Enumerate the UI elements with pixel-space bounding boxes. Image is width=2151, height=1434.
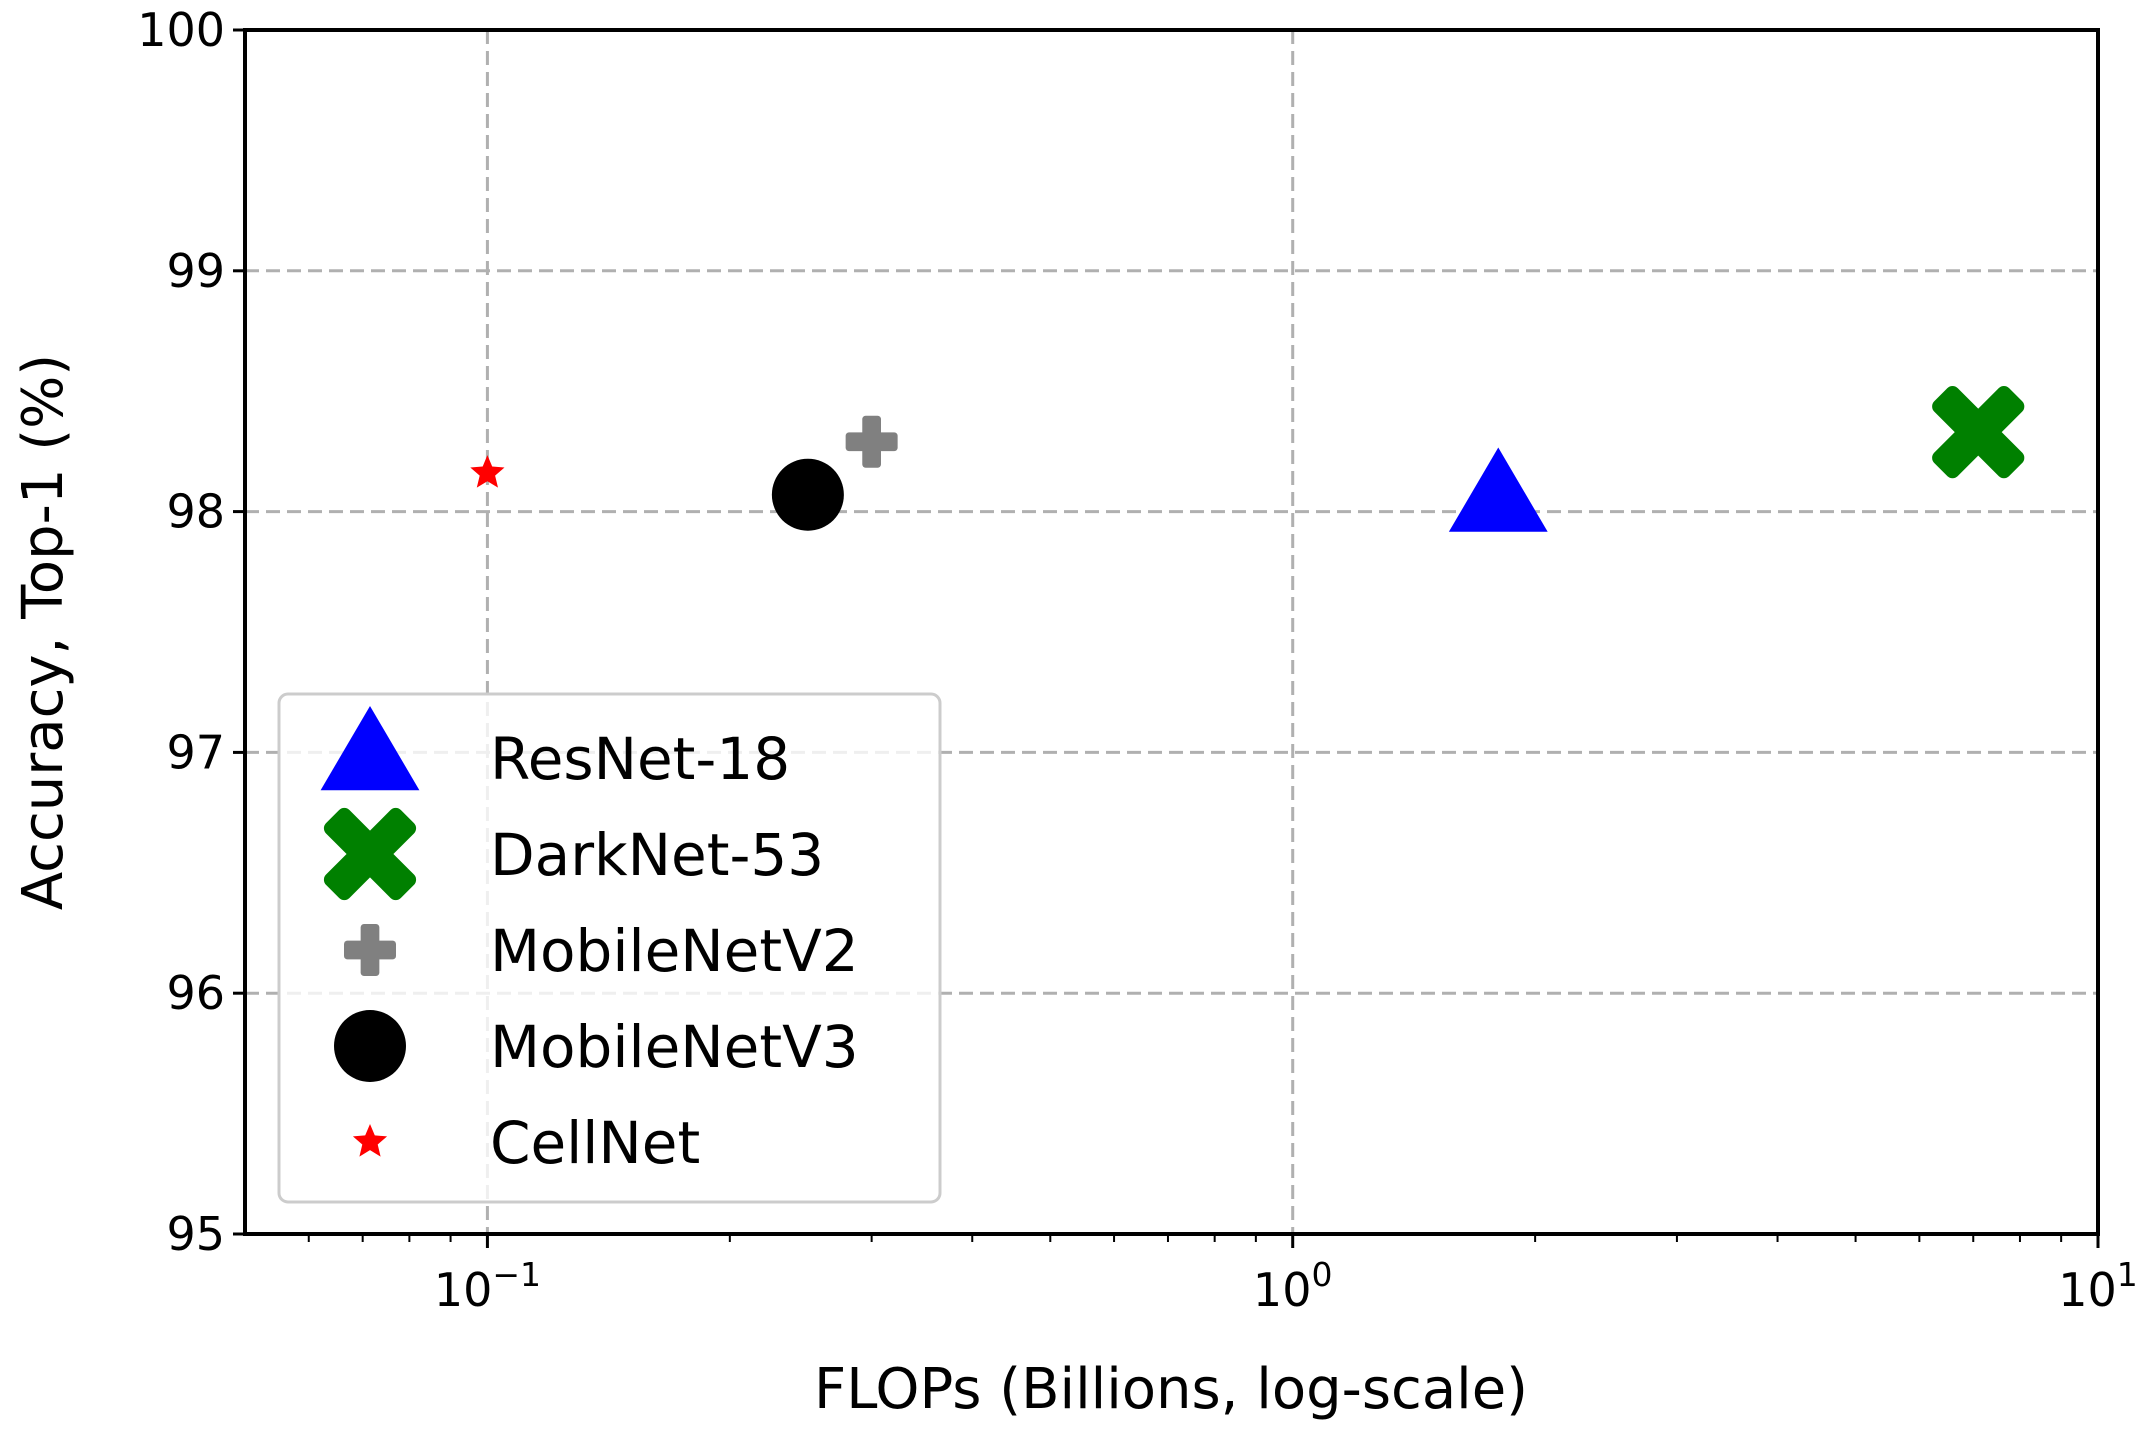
y-tick-label: 97: [166, 725, 225, 779]
x-tick-label: 100: [1253, 1255, 1333, 1317]
legend-label: DarkNet-53: [490, 821, 824, 889]
legend-marker-circle: [334, 1010, 406, 1082]
plot-frame: [243, 28, 2100, 1236]
x-axis-label: FLOPs (Billions, log-scale): [814, 1357, 1528, 1422]
data-point-plus: [845, 415, 898, 468]
legend-label: ResNet-18: [490, 725, 790, 793]
legend-box: [277, 692, 942, 1204]
legend-marker-triangle: [320, 706, 420, 791]
y-tick-label: 98: [166, 485, 225, 539]
y-tick-label: 99: [166, 244, 225, 298]
y-axis-label: Accuracy, Top-1 (%): [11, 354, 76, 910]
y-tick-label: 95: [166, 1207, 225, 1261]
legend-entry: ResNet-18: [320, 706, 790, 793]
legend-entry: MobileNetV2: [344, 917, 859, 985]
grid: [245, 30, 2098, 1234]
x-tick-label: 10−1: [434, 1255, 541, 1317]
legend-entry: MobileNetV3: [334, 1010, 859, 1082]
legend-marker-star: [352, 1124, 388, 1157]
legend-label: MobileNetV2: [490, 917, 859, 985]
data-point-x: [1932, 386, 2025, 479]
legend-label: CellNet: [490, 1109, 700, 1177]
legend-entry: CellNet: [352, 1109, 700, 1177]
legend-marker-plus: [344, 924, 396, 976]
tick-labels: 95 96 97 98 99 100 10−1 100 101: [137, 3, 2138, 1317]
ticks: [233, 28, 2100, 1248]
legend: ResNet-18 DarkNet-53 MobileNetV2 MobileNetV…: [277, 692, 942, 1204]
y-tick-label: 96: [166, 966, 225, 1020]
data-point-circle: [771, 458, 844, 531]
data-points: [470, 386, 2025, 532]
legend-entry: DarkNet-53: [323, 807, 824, 901]
y-tick-label: 100: [137, 3, 225, 57]
x-tick-label: 101: [2058, 1255, 2138, 1317]
data-point-triangle: [1448, 447, 1548, 532]
data-point-star: [470, 455, 505, 488]
legend-marker-x: [323, 807, 417, 901]
legend-label: MobileNetV3: [490, 1013, 859, 1081]
